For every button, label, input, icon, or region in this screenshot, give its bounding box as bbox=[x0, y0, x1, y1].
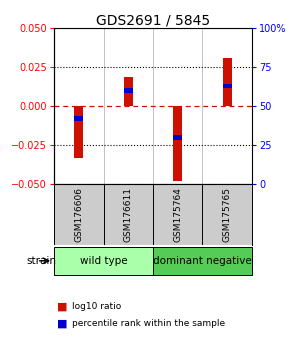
Title: GDS2691 / 5845: GDS2691 / 5845 bbox=[96, 13, 210, 27]
Bar bbox=[173, 106, 182, 181]
Bar bbox=[223, 58, 232, 106]
Text: log10 ratio: log10 ratio bbox=[72, 302, 121, 311]
Bar bbox=[74, 106, 83, 158]
Bar bbox=[173, 135, 182, 140]
Text: percentile rank within the sample: percentile rank within the sample bbox=[72, 319, 225, 329]
Bar bbox=[54, 247, 153, 275]
Text: strain: strain bbox=[27, 256, 57, 266]
Text: wild type: wild type bbox=[80, 256, 127, 266]
Bar bbox=[124, 77, 133, 106]
Bar bbox=[74, 116, 83, 121]
Text: GSM175765: GSM175765 bbox=[223, 187, 232, 242]
Bar bbox=[223, 84, 232, 88]
Text: GSM175764: GSM175764 bbox=[173, 187, 182, 242]
Bar bbox=[153, 247, 252, 275]
Text: GSM176606: GSM176606 bbox=[74, 187, 83, 242]
Text: dominant negative: dominant negative bbox=[153, 256, 252, 266]
Text: ■: ■ bbox=[57, 301, 68, 311]
Bar bbox=[124, 88, 133, 93]
Text: GSM176611: GSM176611 bbox=[124, 187, 133, 242]
Text: ■: ■ bbox=[57, 319, 68, 329]
